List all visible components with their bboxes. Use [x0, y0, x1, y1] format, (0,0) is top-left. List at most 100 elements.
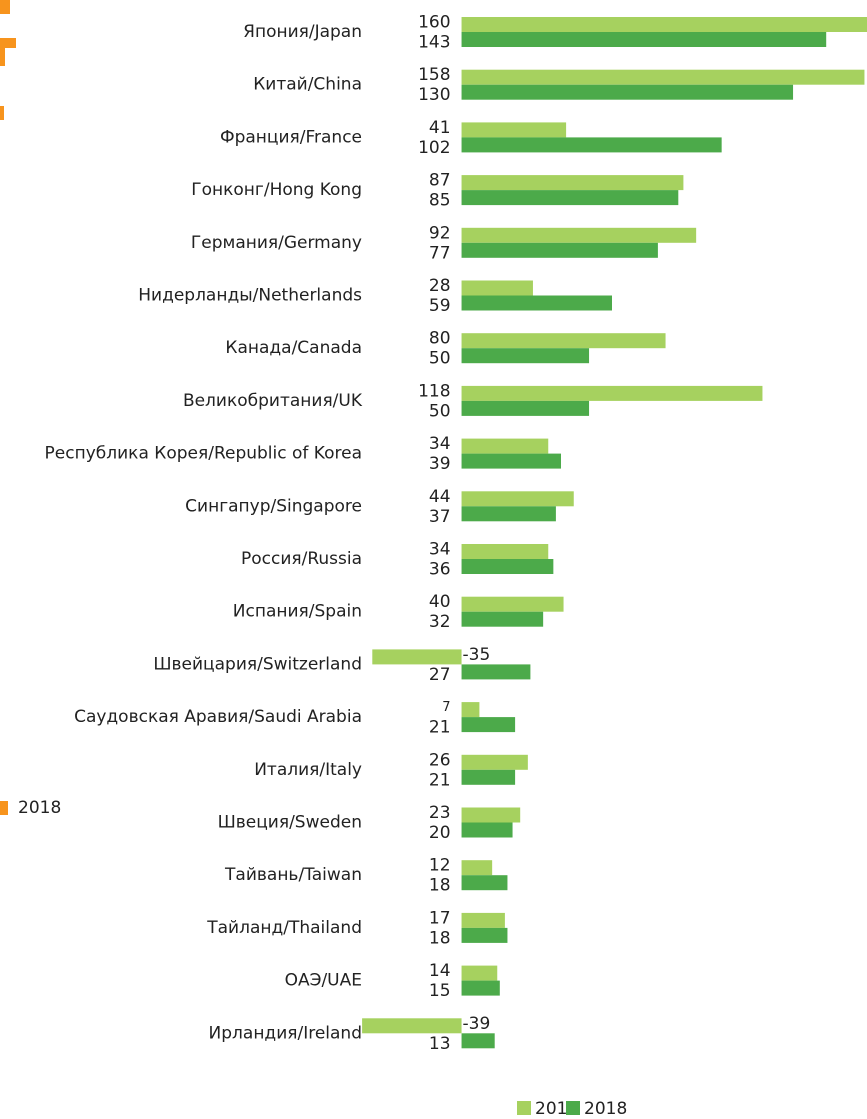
value-label: 143	[418, 33, 450, 53]
bar	[461, 175, 684, 191]
value-label: -35	[463, 645, 491, 665]
value-label: 21	[429, 770, 451, 790]
bar	[461, 69, 865, 85]
bar	[461, 544, 549, 559]
value-label: 34	[429, 434, 451, 454]
value-label: 18	[429, 928, 451, 948]
category-label: Республика Корея/Republic of Korea	[45, 444, 362, 464]
bar	[372, 649, 462, 665]
value-label: 41	[429, 118, 451, 138]
bar	[461, 769, 516, 785]
category-label: Франция/France	[220, 127, 362, 147]
value-label: 50	[429, 401, 451, 421]
category-label: Швеция/Sweden	[218, 813, 362, 833]
value-label: 39	[429, 454, 451, 474]
cropped-mark	[0, 0, 10, 14]
bar	[461, 860, 493, 876]
value-label: 85	[429, 191, 451, 211]
value-label: 80	[429, 329, 451, 349]
bar	[461, 965, 498, 981]
bar	[461, 980, 500, 996]
value-label: 77	[429, 243, 451, 263]
value-label: 40	[429, 592, 451, 612]
bar	[461, 385, 763, 401]
legend-swatch	[517, 1101, 531, 1115]
category-label: Германия/Germany	[191, 233, 362, 253]
bar	[461, 453, 561, 469]
value-label: 37	[429, 507, 451, 527]
bar	[461, 611, 544, 627]
category-label: Саудовская Аравия/Saudi Arabia	[74, 707, 362, 727]
value-label: 13	[429, 1034, 451, 1054]
value-label: 7	[442, 700, 450, 715]
bar	[461, 717, 516, 733]
bar	[461, 295, 612, 311]
cropped-mark	[0, 106, 4, 120]
bar	[461, 438, 549, 454]
bar	[461, 875, 508, 891]
legend-swatch	[566, 1101, 580, 1115]
bar	[461, 807, 521, 823]
bar	[461, 122, 567, 138]
value-label: 92	[429, 223, 451, 243]
bar	[461, 190, 679, 206]
value-label: 160	[418, 13, 450, 33]
value-label: 27	[429, 665, 451, 685]
value-label: 20	[429, 823, 451, 843]
legend-label: 2018	[584, 1099, 627, 1119]
category-label: Россия/Russia	[241, 549, 362, 569]
bar	[461, 927, 508, 943]
category-label: Великобритания/UK	[183, 391, 363, 411]
value-label: 28	[429, 276, 451, 296]
cropped-mark	[0, 48, 5, 66]
value-label: 44	[429, 487, 451, 507]
category-label: Ирландия/Ireland	[209, 1023, 362, 1043]
bar	[461, 227, 697, 243]
value-label: 59	[429, 296, 451, 316]
value-label: 17	[429, 908, 451, 928]
bar	[461, 664, 531, 680]
bar	[461, 702, 480, 718]
value-label: 34	[429, 540, 451, 560]
bar	[461, 348, 590, 364]
value-label: 21	[429, 718, 451, 738]
bar	[362, 1018, 462, 1034]
bar	[461, 506, 556, 522]
value-label: 118	[418, 381, 450, 401]
bar	[461, 333, 666, 349]
value-label: 23	[429, 803, 451, 823]
bar	[461, 84, 794, 100]
bar	[461, 912, 505, 928]
category-label: Китай/China	[253, 75, 362, 95]
category-label: Италия/Italy	[254, 760, 362, 780]
bar	[461, 596, 564, 612]
category-label: Нидерланды/Netherlands	[138, 286, 362, 306]
bar	[461, 17, 867, 32]
value-label: 32	[429, 612, 451, 632]
bar	[461, 559, 554, 574]
category-label: Япония/Japan	[243, 22, 362, 42]
category-label: Тайвань/Taiwan	[224, 865, 362, 885]
category-label: ОАЭ/UAE	[285, 971, 362, 991]
legend-swatch	[0, 801, 8, 815]
bar	[461, 822, 513, 838]
value-label: 14	[429, 961, 451, 981]
value-label: 26	[429, 750, 451, 770]
category-label: Гонконг/Hong Kong	[191, 180, 362, 200]
value-label: 130	[418, 85, 450, 105]
bar	[461, 754, 528, 770]
category-label: Канада/Canada	[225, 338, 362, 358]
value-label: 102	[418, 138, 450, 158]
legend-label: 2018	[18, 798, 61, 818]
category-label: Испания/Spain	[233, 602, 362, 622]
value-label: 158	[418, 65, 450, 85]
value-label: 36	[429, 560, 451, 580]
bar	[461, 32, 827, 47]
bar	[461, 137, 722, 153]
value-label: 12	[429, 856, 451, 876]
category-label: Тайланд/Thailand	[206, 918, 362, 938]
bar	[461, 280, 533, 296]
category-label: Сингапур/Singapore	[185, 496, 362, 516]
bar	[461, 1033, 495, 1049]
